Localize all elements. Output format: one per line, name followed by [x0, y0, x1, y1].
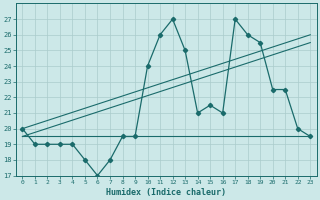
- X-axis label: Humidex (Indice chaleur): Humidex (Indice chaleur): [106, 188, 226, 197]
